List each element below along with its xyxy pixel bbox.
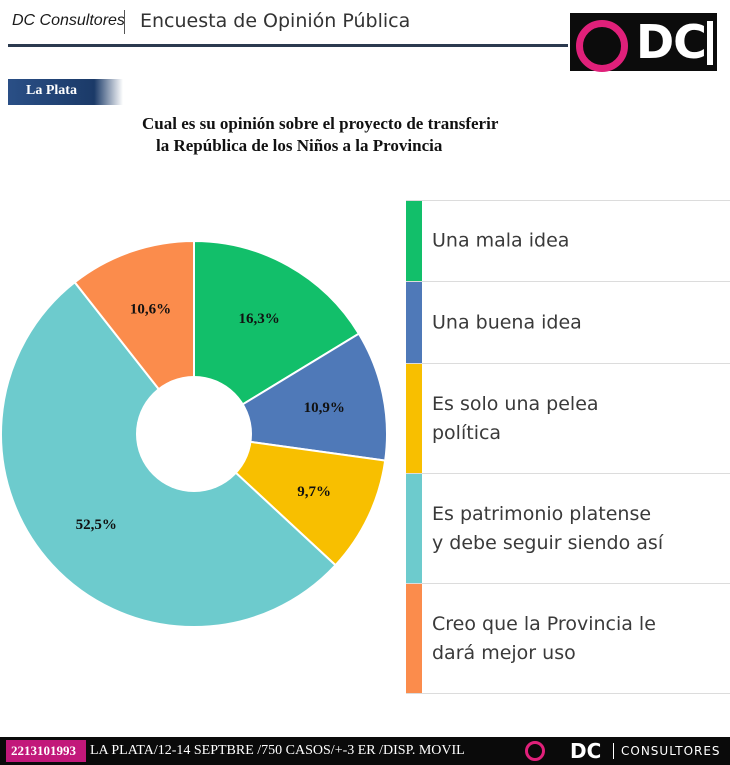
donut-hole bbox=[136, 376, 252, 492]
legend-label: Creo que la Provincia le dará mejor uso bbox=[432, 612, 656, 664]
slice-data-label: 9,7% bbox=[297, 484, 331, 500]
footer-logo-text: DC bbox=[570, 739, 602, 763]
footer-logo-ring-icon bbox=[525, 741, 545, 761]
chart-title: Cual es su opinión sobre el proyecto de … bbox=[100, 113, 640, 157]
slice-data-label: 16,3% bbox=[239, 311, 280, 327]
footer-logo-subtitle: CONSULTORES bbox=[621, 744, 721, 758]
header-divider bbox=[124, 10, 125, 34]
location-tag: La Plata bbox=[8, 79, 123, 105]
legend-swatch bbox=[406, 584, 422, 693]
logo-bar bbox=[707, 21, 713, 65]
legend-label: Una buena idea bbox=[432, 311, 582, 333]
legend-item-provincia-mejor-uso: Creo que la Provincia le dará mejor uso bbox=[406, 584, 730, 694]
legend-label: Una mala idea bbox=[432, 229, 570, 252]
footer-phone: 2213101993 bbox=[11, 743, 76, 758]
legend-swatch bbox=[406, 364, 422, 473]
footer-logo-divider bbox=[613, 743, 614, 759]
page-title: Encuesta de Opinión Pública bbox=[140, 10, 411, 32]
legend-item-patrimonio-platense: Es patrimonio platense y debe seguir sie… bbox=[406, 474, 730, 584]
slice-data-label: 52,5% bbox=[76, 517, 117, 533]
slice-mala-idea bbox=[193, 240, 361, 436]
footer-survey-info: LA PLATA/12-14 SEPTBRE /750 CASOS/+-3 ER… bbox=[90, 743, 465, 758]
brand-name: DC Consultores bbox=[12, 12, 125, 29]
legend-label: Es solo una pelea política bbox=[432, 392, 599, 444]
location-tag-label: La Plata bbox=[26, 83, 77, 98]
chart-title-line-1: Cual es su opinión sobre el proyecto de … bbox=[142, 114, 499, 133]
legend-swatch bbox=[406, 474, 422, 583]
legend-item-pelea-politica: Es solo una pelea política bbox=[406, 364, 730, 474]
slice-data-label: 10,9% bbox=[304, 400, 345, 416]
footer-bar: 2213101993 LA PLATA/12-14 SEPTBRE /750 C… bbox=[0, 737, 730, 765]
legend-item-buena-idea: Una buena idea bbox=[406, 282, 730, 364]
header-rule bbox=[8, 44, 568, 47]
logo-ring-icon bbox=[576, 20, 628, 72]
footer-phone-badge: 2213101993 bbox=[6, 740, 86, 762]
legend-swatch bbox=[406, 201, 422, 281]
legend-item-mala-idea: Una mala idea bbox=[406, 200, 730, 282]
logo-text: DC bbox=[636, 15, 707, 69]
slice-data-label: 10,6% bbox=[130, 301, 171, 317]
chart-legend: Una mala idea Una buena idea Es solo una… bbox=[406, 200, 730, 694]
legend-swatch bbox=[406, 282, 422, 363]
donut-chart: 16,3% 10,9% 9,7% 52,5% 10,6% bbox=[0, 240, 388, 628]
dc-logo: DC bbox=[570, 13, 717, 72]
legend-label: Es patrimonio platense y debe seguir sie… bbox=[432, 502, 664, 554]
chart-title-line-2: la República de los Niños a la Provincia bbox=[156, 136, 443, 155]
